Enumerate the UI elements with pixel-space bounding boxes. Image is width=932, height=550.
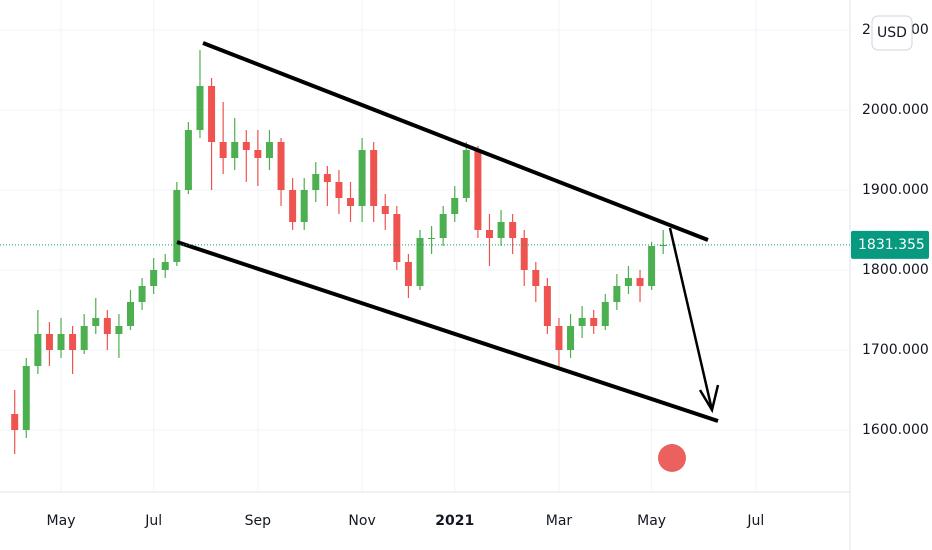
upper-trendline: [202, 41, 709, 242]
arrow-head: [698, 384, 720, 414]
candle-body: [590, 318, 598, 326]
candle-body: [462, 150, 470, 198]
candle-body: [184, 130, 192, 190]
x-tick-label: Mar: [546, 513, 573, 529]
y-tick-label: 2000.000: [862, 102, 929, 118]
candle-body: [439, 214, 447, 238]
candle-body: [161, 262, 169, 270]
candle-body: [45, 334, 53, 350]
candle-body: [578, 318, 586, 326]
forecast-arrow: [668, 227, 714, 411]
candle-body: [404, 262, 412, 286]
candle-body: [543, 286, 551, 326]
candle-body: [150, 270, 158, 286]
candle-body: [393, 214, 401, 262]
candle-body: [485, 230, 493, 238]
grid: [0, 0, 850, 492]
candle-body: [601, 302, 609, 326]
candle-body: [173, 190, 181, 262]
candle-body: [300, 190, 308, 222]
candle-body: [416, 238, 424, 286]
candle-body: [497, 222, 505, 238]
x-tick-label: Sep: [245, 513, 272, 529]
candle-body: [312, 174, 320, 190]
candle-body: [277, 142, 285, 190]
candle-body: [103, 318, 111, 334]
candle-body: [474, 150, 482, 230]
x-tick-label: Jul: [746, 513, 764, 529]
candle-body: [80, 326, 88, 350]
candle-body: [428, 238, 436, 239]
candle-body: [659, 244, 667, 246]
candle-body: [520, 238, 528, 270]
candle-body: [69, 334, 77, 350]
candle-body: [231, 142, 239, 158]
candle-body: [34, 334, 42, 366]
candle-body: [648, 246, 656, 286]
candle-body: [451, 198, 459, 214]
candle-body: [624, 278, 632, 286]
candle-body: [323, 174, 331, 182]
x-tick-label: Jul: [144, 513, 162, 529]
logo: [658, 444, 686, 472]
y-tick-label: 1700.000: [862, 342, 929, 358]
candle-body: [115, 326, 123, 334]
x-tick-label: May: [47, 513, 76, 529]
candle-body: [636, 278, 644, 286]
candle-body: [22, 366, 30, 430]
candle-body: [92, 318, 100, 326]
y-tick-label: 1800.000: [862, 262, 929, 278]
candle-body: [57, 334, 65, 350]
candle-body: [127, 302, 134, 326]
candle-body: [381, 206, 389, 214]
candle-body: [242, 142, 250, 150]
candle-body: [613, 286, 621, 302]
x-tick-label: Nov: [348, 513, 375, 529]
candle-body: [347, 198, 355, 206]
candle-body: [254, 150, 262, 158]
currency-label: USD: [877, 25, 907, 41]
candle-body: [532, 270, 540, 286]
y-tick-label: 1900.000: [862, 182, 929, 198]
candle-body: [335, 182, 343, 198]
last-price-box: [851, 230, 929, 259]
currency-box: [871, 15, 913, 51]
candle-body: [555, 326, 563, 350]
candle-body: [567, 326, 575, 350]
candle-body: [265, 142, 273, 158]
candle-body: [289, 190, 297, 222]
x-tick-label: May: [637, 513, 666, 529]
candle-body: [358, 150, 366, 206]
last-price-label: 1831.355: [858, 237, 925, 253]
candle-body: [208, 86, 216, 142]
lower-trendline: [176, 240, 719, 423]
x-tick-label: 2021: [435, 513, 474, 529]
candle-body: [196, 86, 204, 130]
candle-body: [11, 414, 19, 430]
candles: [11, 50, 667, 454]
candle-body: [219, 142, 227, 158]
candle-body: [370, 150, 378, 206]
candle-body: [138, 286, 146, 302]
y-tick-label: 1600.000: [862, 422, 929, 438]
candle-body: [509, 222, 517, 238]
